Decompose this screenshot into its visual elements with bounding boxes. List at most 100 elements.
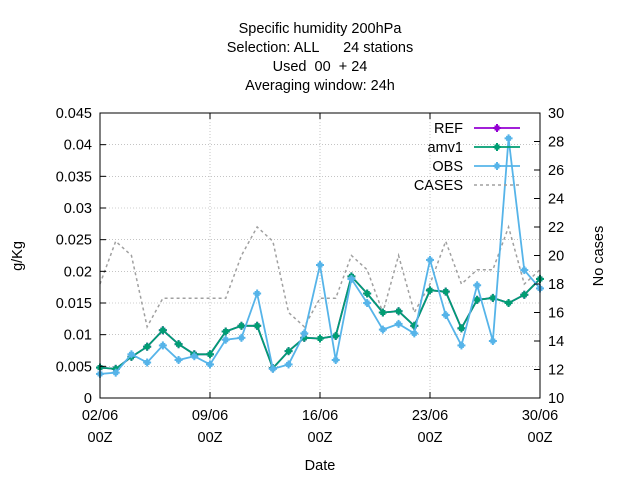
data-point-obs (268, 364, 277, 373)
legend: REF amv1 OBS CASES (414, 121, 520, 194)
x-tick-label-hour: 00Z (198, 430, 223, 446)
y-axis-label: g/Kg (10, 241, 26, 271)
y2-tick-label: 28 (548, 135, 564, 151)
data-point-amv1 (441, 287, 450, 296)
data-point-obs (300, 329, 309, 338)
data-point-obs (363, 299, 372, 307)
y-tick-label: 0.025 (56, 233, 92, 249)
data-point-obs (316, 261, 324, 269)
y2-tick-label: 24 (548, 192, 564, 208)
data-point-amv1 (237, 321, 246, 330)
data-point-amv1 (426, 286, 434, 295)
data-point-amv1 (504, 299, 513, 307)
data-point-obs (426, 255, 434, 264)
data-point-obs (158, 341, 167, 350)
y2-tick-label: 20 (548, 249, 564, 265)
data-point-obs (488, 337, 497, 345)
data-point-amv1 (253, 321, 262, 330)
data-point-amv1 (221, 327, 230, 336)
legend-entry-amv1: amv1 (428, 140, 520, 156)
x-tick-label-date: 09/06 (192, 408, 228, 424)
y-tick-label: 0.015 (56, 296, 92, 312)
x-tick-label-hour: 00Z (528, 430, 553, 446)
data-point-amv1 (331, 331, 340, 340)
y-tick-label: 0.02 (64, 264, 92, 280)
data-point-obs (394, 319, 403, 328)
data-point-obs (410, 329, 419, 338)
legend-entry-ref: REF (434, 121, 520, 137)
data-point-obs (127, 350, 136, 359)
y-tick-label: 0.04 (64, 138, 92, 154)
data-point-amv1 (378, 308, 387, 317)
data-point-amv1 (520, 290, 529, 299)
data-point-amv1 (363, 289, 372, 298)
x-tick-label-date: 23/06 (412, 408, 448, 424)
data-point-obs (347, 274, 356, 283)
data-point-amv1 (284, 347, 293, 356)
x-tick-label-hour: 00Z (308, 430, 333, 446)
data-point-obs (111, 368, 120, 377)
x-tick-label-date: 30/06 (522, 408, 558, 424)
y-tick-label: 0.045 (56, 106, 92, 122)
data-point-obs (473, 281, 482, 290)
y2-tick-label: 14 (548, 334, 564, 350)
y2-tick-label: 16 (548, 306, 564, 322)
legend-label-cases: CASES (414, 178, 463, 194)
data-point-obs (378, 325, 387, 334)
y-tick-label: 0.005 (56, 359, 92, 375)
legend-marker-ref (493, 124, 501, 132)
data-point-obs (253, 289, 262, 298)
x-tick-label-hour: 00Z (418, 430, 443, 446)
title-line-4: Averaging window: 24h (245, 78, 395, 94)
data-point-amv1 (158, 326, 167, 335)
data-point-obs (504, 134, 513, 143)
legend-label-ref: REF (434, 121, 463, 137)
y2-tick-label: 10 (548, 391, 564, 407)
title-line-2: Selection: ALL 24 stations (227, 40, 413, 56)
x-tick-label-date: 02/06 (82, 408, 118, 424)
data-point-obs (221, 335, 230, 344)
y2-tick-label: 26 (548, 163, 564, 179)
legend-entry-cases: CASES (414, 178, 520, 194)
data-point-obs (190, 352, 199, 361)
series-line-cases (99, 224, 541, 329)
data-point-amv1 (457, 324, 466, 333)
y2-tick-label: 18 (548, 277, 564, 293)
data-point-amv1 (143, 342, 152, 351)
series-layer (96, 134, 544, 378)
data-point-obs (520, 266, 529, 275)
x-axis-label: Date (305, 458, 336, 474)
data-point-obs (174, 356, 183, 364)
data-point-amv1 (394, 307, 403, 316)
data-point-obs (206, 360, 214, 369)
x-tick-label-hour: 00Z (88, 430, 113, 446)
legend-entry-obs: OBS (432, 159, 520, 175)
y-tick-label: 0.035 (56, 169, 92, 185)
data-point-obs (441, 311, 450, 320)
data-point-amv1 (174, 340, 183, 349)
title-line-1: Specific humidity 200hPa (239, 21, 403, 37)
data-point-obs (457, 341, 466, 350)
legend-label-obs: OBS (432, 159, 463, 175)
legend-label-amv1: amv1 (428, 140, 463, 156)
y-tick-label: 0 (84, 391, 92, 407)
series-cases (99, 224, 541, 329)
chart-title: Specific humidity 200hPa Selection: ALL … (227, 21, 413, 94)
legend-marker-obs (493, 162, 501, 170)
data-point-obs (331, 356, 340, 364)
ticks: 0 0.005 0.01 0.015 0.02 0.025 0.03 0.035 0.04 0.0… (56, 106, 564, 446)
data-point-amv1 (316, 334, 324, 343)
x-tick-label-date: 16/06 (302, 408, 338, 424)
y-tick-label: 0.03 (64, 201, 92, 217)
data-point-obs (284, 360, 293, 369)
data-point-amv1 (473, 295, 482, 304)
y2-tick-label: 22 (548, 220, 564, 236)
y-tick-label: 0.01 (64, 328, 92, 344)
data-point-amv1 (410, 321, 419, 330)
y2-tick-label: 12 (548, 363, 564, 379)
legend-marker-amv1 (493, 143, 501, 151)
data-point-obs (237, 333, 246, 342)
data-point-obs (143, 358, 152, 367)
data-point-amv1 (206, 350, 214, 359)
